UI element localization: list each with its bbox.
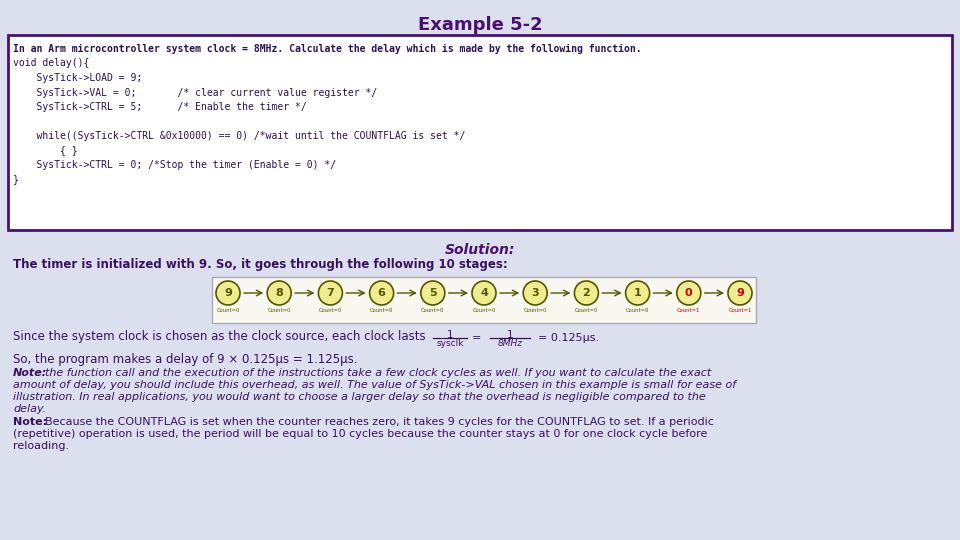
Text: Count=1: Count=1 [729,308,752,313]
Circle shape [370,281,394,305]
Text: 9: 9 [224,288,232,298]
Circle shape [523,281,547,305]
Text: 8: 8 [276,288,283,298]
FancyBboxPatch shape [8,35,952,230]
Text: SysTick->CTRL = 5;      /* Enable the timer */: SysTick->CTRL = 5; /* Enable the timer *… [13,102,307,112]
Text: Count=0: Count=0 [523,308,547,313]
Text: Because the COUNTFLAG is set when the counter reaches zero, it takes 9 cycles fo: Because the COUNTFLAG is set when the co… [45,417,714,427]
Text: while((SysTick->CTRL &0x10000) == 0) /*wait until the COUNTFLAG is set */: while((SysTick->CTRL &0x10000) == 0) /*w… [13,131,466,141]
Text: =: = [472,333,481,343]
Text: So, the program makes a delay of 9 × 0.125μs = 1.125μs.: So, the program makes a delay of 9 × 0.1… [13,353,357,366]
Text: }: } [13,174,19,185]
Text: 8MHz: 8MHz [497,339,522,348]
FancyBboxPatch shape [212,277,756,323]
Text: Note:: Note: [13,368,47,378]
Text: SysTick->VAL = 0;       /* clear current value register */: SysTick->VAL = 0; /* clear current value… [13,87,377,98]
Text: The timer is initialized with 9. So, it goes through the following 10 stages:: The timer is initialized with 9. So, it … [13,258,508,271]
Circle shape [728,281,752,305]
Circle shape [626,281,650,305]
Text: 1: 1 [507,330,514,340]
Text: sysclk: sysclk [436,339,464,348]
Text: Solution:: Solution: [444,243,516,257]
Text: In an Arm microcontroller system clock = 8MHz. Calculate the delay which is made: In an Arm microcontroller system clock =… [13,44,641,54]
Text: Since the system clock is chosen as the clock source, each clock lasts: Since the system clock is chosen as the … [13,330,425,343]
Text: amount of delay, you should include this overhead, as well. The value of SysTick: amount of delay, you should include this… [13,380,736,390]
Circle shape [420,281,444,305]
Text: Count=0: Count=0 [421,308,444,313]
Text: 6: 6 [377,288,386,298]
Circle shape [677,281,701,305]
Text: 1: 1 [446,330,453,340]
Text: Count=1: Count=1 [677,308,701,313]
Text: 4: 4 [480,288,488,298]
Text: = 0.125μs.: = 0.125μs. [538,333,599,343]
Text: Count=0: Count=0 [370,308,394,313]
Text: 9: 9 [736,288,744,298]
Text: Count=0: Count=0 [216,308,240,313]
Circle shape [574,281,598,305]
Text: void delay(){: void delay(){ [13,58,89,69]
Text: 3: 3 [532,288,539,298]
Text: delay.: delay. [13,404,46,414]
Text: the function call and the execution of the instructions take a few clock cycles : the function call and the execution of t… [45,368,711,378]
Circle shape [319,281,343,305]
Text: { }: { } [13,145,78,156]
Text: 2: 2 [583,288,590,298]
Circle shape [216,281,240,305]
Text: Example 5-2: Example 5-2 [418,16,542,34]
Text: Count=0: Count=0 [575,308,598,313]
Text: Note:: Note: [13,417,47,427]
Text: Count=0: Count=0 [472,308,495,313]
Text: (repetitive) operation is used, the period will be equal to 10 cycles because th: (repetitive) operation is used, the peri… [13,429,708,439]
Text: SysTick->CTRL = 0; /*Stop the timer (Enable = 0) */: SysTick->CTRL = 0; /*Stop the timer (Ena… [13,160,336,170]
Text: 5: 5 [429,288,437,298]
Text: SysTick->LOAD = 9;: SysTick->LOAD = 9; [13,73,142,83]
Text: reloading.: reloading. [13,441,69,451]
Circle shape [472,281,496,305]
Text: Count=0: Count=0 [268,308,291,313]
Text: 7: 7 [326,288,334,298]
Text: 1: 1 [634,288,641,298]
Text: Count=0: Count=0 [626,308,649,313]
Circle shape [267,281,291,305]
Text: illustration. In real applications, you would want to choose a larger delay so t: illustration. In real applications, you … [13,392,706,402]
Text: 0: 0 [685,288,692,298]
Text: Count=0: Count=0 [319,308,342,313]
